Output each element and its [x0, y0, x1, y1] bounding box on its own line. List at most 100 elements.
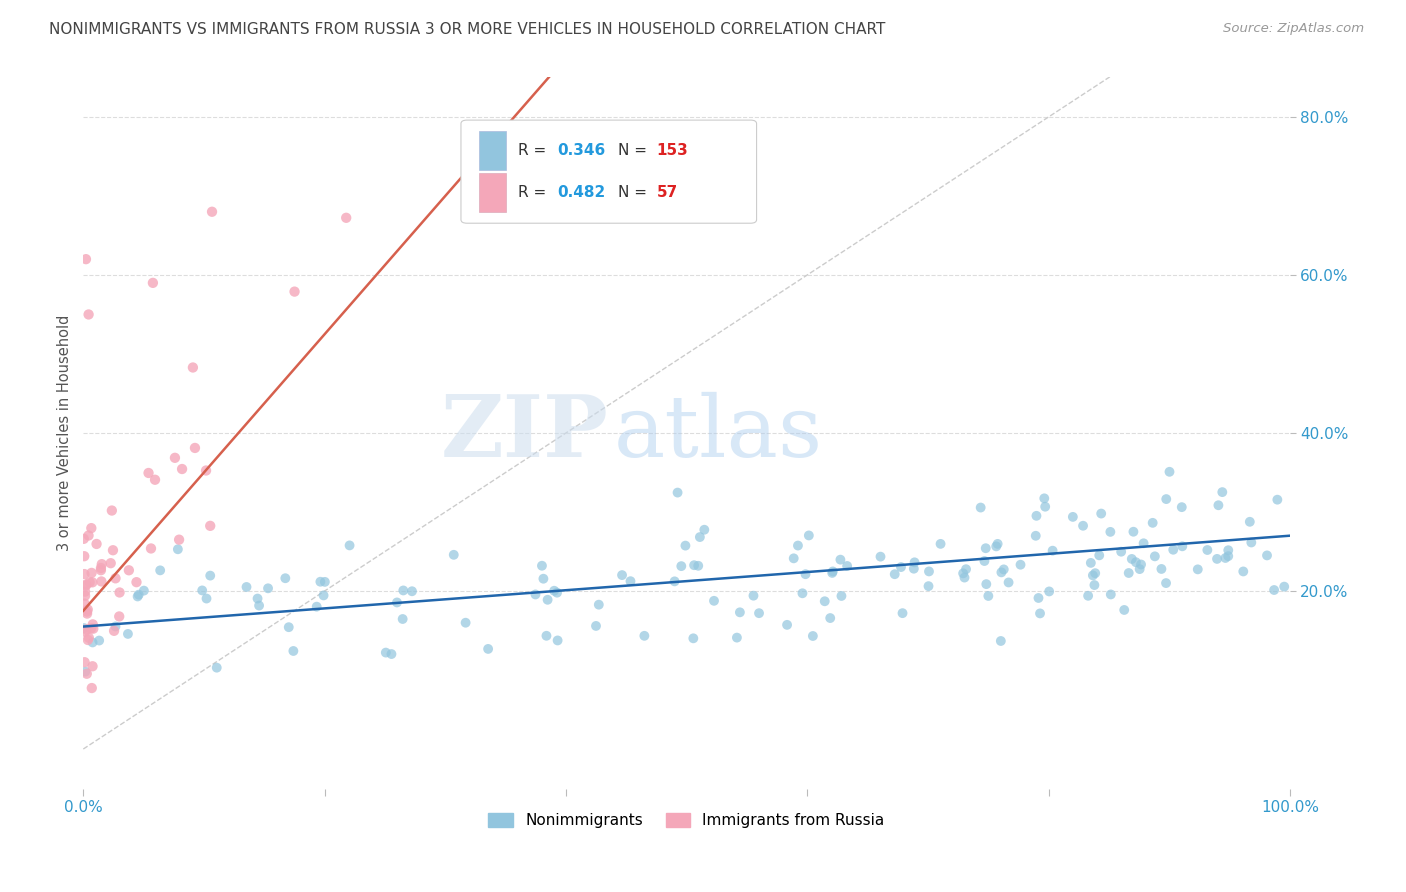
Point: [73, 549, 96, 564]
Point: [246, 591, 269, 606]
Point: [104, 571, 127, 585]
Point: [75, 579, 97, 593]
Point: [546, 585, 568, 599]
Point: [776, 618, 799, 632]
Point: [1159, 465, 1181, 479]
Point: [952, 566, 974, 581]
Point: [530, 558, 553, 573]
Point: [742, 589, 765, 603]
Point: [82, 659, 104, 673]
Point: [82, 617, 104, 632]
Text: NONIMMIGRANTS VS IMMIGRANTS FROM RUSSIA 3 OR MORE VEHICLES IN HOUSEHOLD CORRELAT: NONIMMIGRANTS VS IMMIGRANTS FROM RUSSIA …: [49, 22, 886, 37]
Point: [73, 597, 96, 611]
Text: 0.482: 0.482: [558, 186, 606, 201]
Point: [76, 605, 98, 619]
Point: [205, 661, 228, 675]
Point: [1083, 578, 1105, 592]
Point: [1077, 589, 1099, 603]
Point: [1071, 518, 1094, 533]
Point: [974, 541, 997, 556]
Point: [990, 566, 1012, 580]
Point: [100, 556, 122, 570]
Point: [118, 563, 141, 577]
Text: R =: R =: [517, 143, 551, 158]
Point: [1142, 516, 1164, 530]
Point: [1150, 562, 1173, 576]
Point: [77, 631, 100, 645]
Point: [314, 574, 336, 589]
Point: [104, 619, 127, 633]
Point: [75, 252, 97, 267]
Text: R =: R =: [517, 186, 551, 201]
Point: [969, 500, 991, 515]
Point: [955, 562, 977, 576]
Point: [1010, 558, 1032, 572]
Point: [75, 589, 97, 603]
Point: [305, 599, 328, 614]
Text: N =: N =: [617, 186, 652, 201]
Point: [283, 285, 305, 299]
Point: [1218, 549, 1240, 563]
Point: [75, 584, 97, 599]
Point: [1099, 587, 1122, 601]
Point: [143, 473, 166, 487]
Point: [1256, 549, 1278, 563]
Point: [200, 519, 222, 533]
Point: [1084, 566, 1107, 581]
Point: [108, 609, 131, 624]
Point: [890, 560, 912, 574]
Point: [664, 574, 686, 589]
Point: [977, 589, 1000, 603]
Point: [309, 574, 332, 589]
Point: [257, 582, 280, 596]
Point: [76, 666, 98, 681]
Point: [818, 611, 841, 625]
FancyBboxPatch shape: [479, 131, 506, 170]
Point: [200, 568, 222, 582]
Point: [986, 540, 1008, 554]
Point: [830, 589, 852, 603]
Point: [80, 681, 103, 695]
Point: [75, 665, 97, 679]
Point: [1130, 558, 1153, 572]
Point: [77, 308, 100, 322]
Point: [1208, 498, 1230, 512]
Point: [339, 538, 361, 552]
Point: [80, 566, 103, 580]
Text: ZIP: ZIP: [440, 391, 609, 475]
Text: Source: ZipAtlas.com: Source: ZipAtlas.com: [1223, 22, 1364, 36]
Point: [170, 462, 193, 476]
Point: [235, 580, 257, 594]
Point: [1211, 485, 1233, 500]
Point: [929, 537, 952, 551]
Point: [77, 528, 100, 542]
Point: [830, 552, 852, 566]
Point: [536, 629, 558, 643]
Point: [90, 574, 112, 589]
Point: [1232, 565, 1254, 579]
Point: [1129, 562, 1152, 576]
Point: [671, 559, 693, 574]
Point: [1161, 542, 1184, 557]
Text: 0.346: 0.346: [558, 143, 606, 158]
Point: [312, 589, 335, 603]
Point: [1154, 492, 1177, 507]
Point: [191, 583, 214, 598]
Point: [814, 594, 837, 608]
Text: 153: 153: [657, 143, 688, 158]
Point: [385, 595, 408, 609]
Point: [610, 568, 633, 582]
Point: [1109, 544, 1132, 558]
Point: [391, 612, 413, 626]
Point: [380, 647, 402, 661]
Point: [1143, 549, 1166, 564]
Point: [142, 276, 165, 290]
Point: [787, 539, 810, 553]
Point: [973, 554, 995, 568]
Point: [1042, 543, 1064, 558]
Point: [1025, 508, 1047, 523]
Point: [673, 539, 696, 553]
Point: [543, 583, 565, 598]
Point: [274, 571, 297, 585]
Point: [588, 598, 610, 612]
